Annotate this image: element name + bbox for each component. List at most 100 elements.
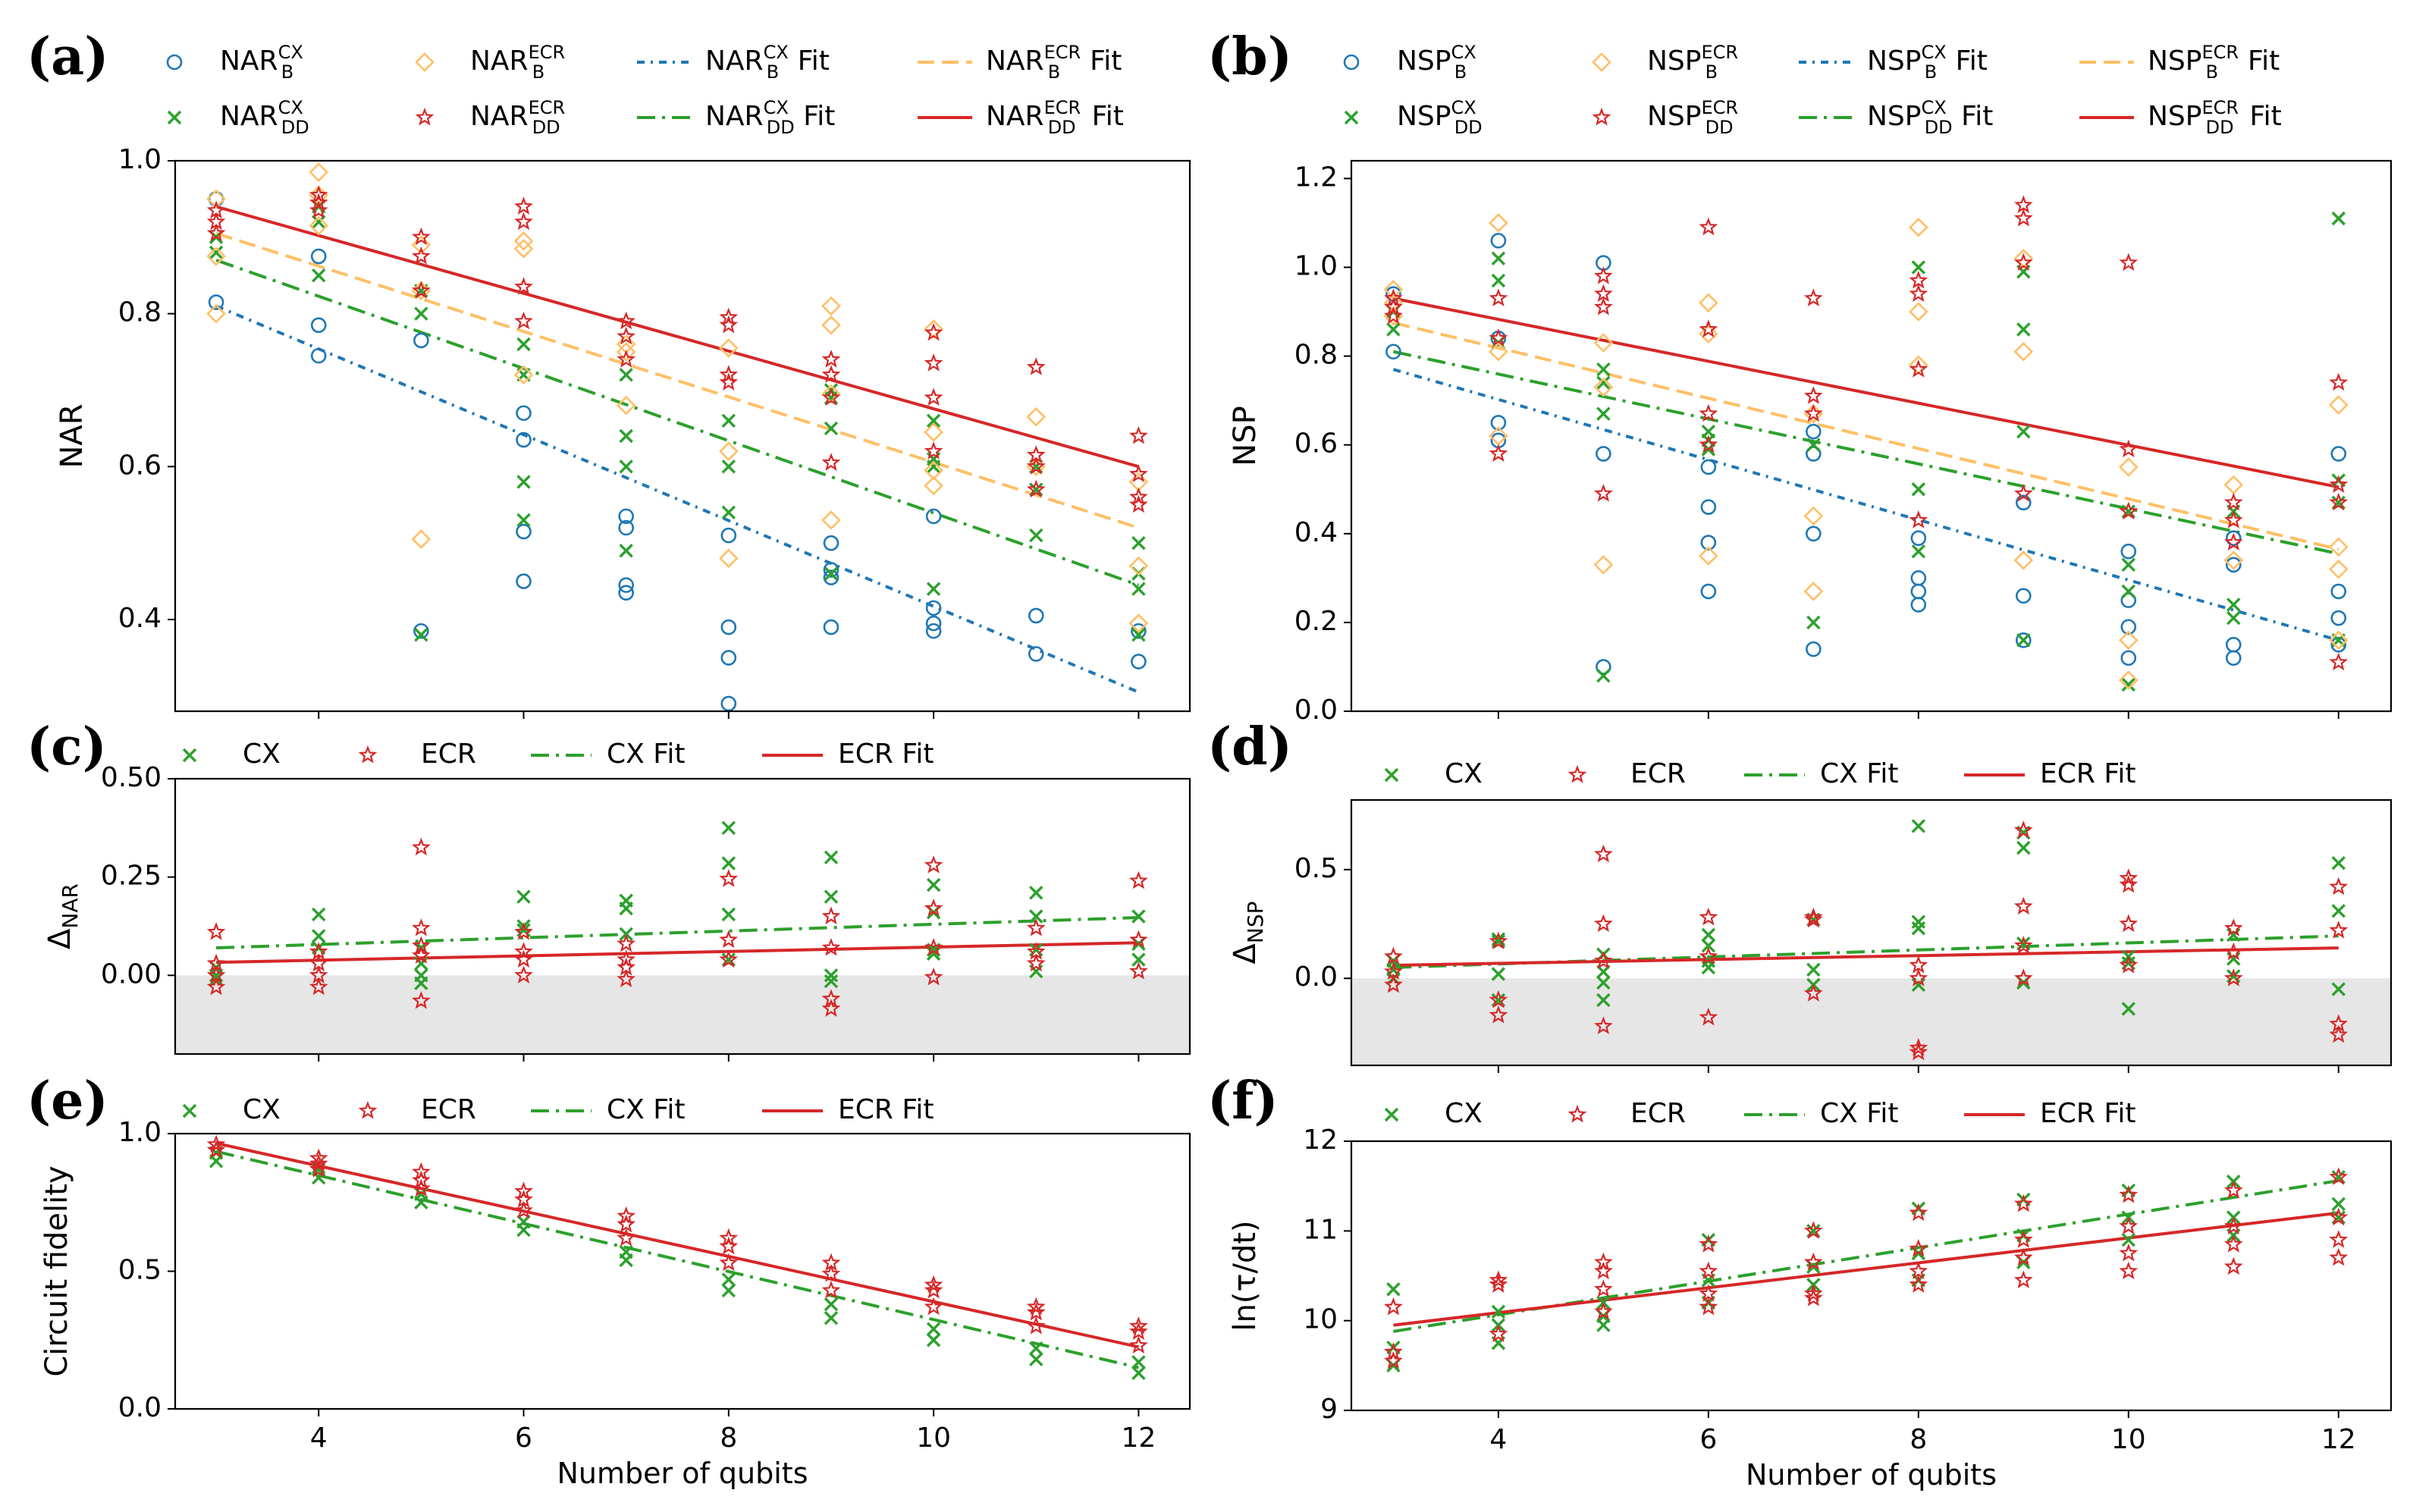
data-point-ecr (2013, 1247, 2033, 1266)
data-point-ecr (1489, 990, 1508, 1009)
data-point-dd-cx (1596, 406, 1611, 421)
panel-label: (f) (1207, 1071, 1279, 1131)
data-point-dd-ecr (206, 223, 226, 242)
data-point-dd-cx (312, 215, 326, 229)
data-point-dd-cx (619, 460, 633, 474)
data-point-ecr (617, 933, 636, 952)
data-point-ecr (1699, 1007, 1718, 1026)
y-tick-label: 0.6 (1294, 428, 1338, 460)
data-point-ecr (412, 837, 431, 856)
data-point-dd-ecr (719, 372, 739, 391)
legend-marker-star (358, 745, 378, 764)
data-point-b-cx (413, 623, 429, 639)
data-point-b-ecr (2328, 395, 2349, 415)
panel-label: (e) (27, 1071, 108, 1131)
legend-label: ECR Fit (2040, 758, 2136, 789)
data-point-cx (1806, 962, 1821, 977)
data-point-dd-ecr (1026, 456, 1046, 475)
data-point-b-cx (516, 405, 532, 422)
data-point-b-ecr (616, 395, 636, 416)
data-point-dd-ecr (2223, 492, 2243, 511)
data-point-ecr (412, 918, 431, 936)
data-point-dd-cx (2121, 584, 2135, 599)
data-point-b-ecr (2328, 630, 2349, 651)
data-point-ecr (1026, 1297, 1046, 1316)
data-point-dd-ecr (924, 322, 943, 341)
legend-label: NARCX DD (220, 97, 309, 138)
data-point-dd-ecr (1803, 386, 1823, 404)
data-point-cx (1911, 819, 1926, 833)
data-point-dd-cx (1911, 260, 1926, 274)
data-point-cx (2331, 1197, 2346, 1212)
data-point-dd-ecr (2013, 253, 2033, 271)
data-point-ecr (719, 1253, 739, 1272)
data-point-b-cx (1806, 641, 1822, 657)
data-point-dd-ecr (1699, 434, 1718, 453)
data-point-ecr (1384, 1350, 1403, 1369)
data-point-cx (926, 877, 941, 892)
legend-label: NSPCX DD Fit (1867, 97, 1993, 138)
data-point-b-cx (1910, 530, 1927, 546)
data-point-dd-ecr (2329, 475, 2349, 493)
fit-line-b-cx (215, 304, 1140, 694)
legend-marker-diamond (1592, 52, 1611, 72)
data-point-ecr (514, 949, 533, 968)
data-point-dd-ecr (1129, 425, 1148, 444)
data-point-ecr (719, 930, 739, 949)
data-point-cx (2331, 982, 2346, 996)
y-tick-label: 0.8 (118, 297, 162, 328)
data-point-ecr (1129, 930, 1148, 949)
data-point-ecr (1129, 1316, 1148, 1335)
data-point-dd-cx (1911, 544, 1926, 559)
data-point-ecr (1594, 1261, 1613, 1280)
fit-line-ecr (1393, 946, 2339, 968)
data-point-ecr (1129, 1335, 1148, 1354)
y-tick-label: 0.5 (1294, 853, 1338, 884)
data-point-ecr (1026, 1302, 1046, 1321)
data-point-b-ecr (924, 422, 943, 442)
data-point-b-cx (310, 317, 327, 334)
data-point-ecr (514, 1200, 533, 1219)
data-point-ecr (719, 1236, 739, 1255)
data-point-dd-ecr (412, 227, 431, 246)
x-tick-label: 12 (2321, 1424, 2356, 1455)
data-point-b-cx (1131, 654, 1147, 670)
data-point-b-cx (2225, 636, 2242, 653)
y-tick-label: 9 (1320, 1394, 1338, 1425)
data-point-b-cx (2120, 619, 2137, 635)
data-point-dd-ecr (821, 387, 841, 406)
data-point-ecr (309, 1153, 328, 1172)
data-point-b-cx (310, 347, 327, 364)
data-point-ecr (1803, 1284, 1823, 1302)
y-tick-label: 0.0 (1294, 961, 1338, 993)
data-point-ecr (2223, 942, 2243, 961)
legend-label: NSPECR B (1647, 42, 1738, 83)
x-tick-label: 8 (720, 1423, 737, 1454)
legend-label: ECR Fit (2040, 1098, 2136, 1129)
data-point-cx (1491, 1304, 1506, 1319)
data-point-ecr (206, 977, 226, 996)
data-point-dd-cx (2121, 677, 2135, 692)
data-point-ecr (1594, 951, 1613, 969)
data-point-b-ecr (1593, 554, 1614, 575)
data-point-ecr (719, 869, 739, 887)
data-point-dd-cx (2331, 211, 2346, 226)
data-point-cx (1029, 909, 1043, 924)
data-point-dd-cx (516, 337, 531, 352)
data-point-b-ecr (2328, 537, 2349, 557)
data-point-dd-cx (1911, 482, 1926, 497)
data-point-dd-cx (1596, 362, 1611, 377)
data-point-cx (1131, 1355, 1146, 1369)
x-tick-label: 6 (515, 1423, 532, 1454)
data-point-b-cx (516, 523, 532, 540)
data-point-b-cx (1700, 583, 1717, 600)
data-point-ecr (924, 1297, 943, 1316)
y-axis-label: Circuit fidelity (39, 1165, 74, 1376)
data-point-b-ecr (924, 475, 943, 496)
legend-marker-cross (1384, 1107, 1399, 1122)
data-point-dd-ecr (1129, 487, 1148, 506)
data-point-ecr (924, 1280, 943, 1299)
data-point-dd-ecr (1699, 403, 1718, 422)
data-point-ecr (1489, 1275, 1508, 1293)
data-point-b-ecr (718, 548, 739, 569)
